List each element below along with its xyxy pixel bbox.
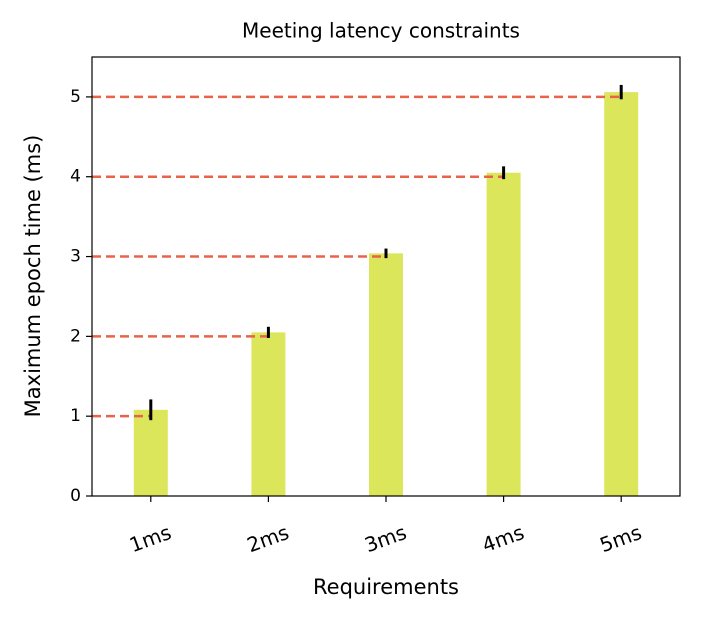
y-tick-label: 3 bbox=[70, 247, 81, 267]
plot-frame bbox=[91, 56, 681, 497]
x-tick-label: 5ms bbox=[597, 520, 645, 557]
y-tick-label: 2 bbox=[70, 326, 81, 346]
bar bbox=[486, 172, 521, 496]
x-tick-label: 1ms bbox=[126, 520, 174, 557]
x-tick-label: 2ms bbox=[244, 520, 292, 557]
bar bbox=[604, 92, 639, 497]
bar bbox=[369, 253, 403, 496]
chart-title: Meeting latency constraints bbox=[242, 19, 520, 43]
bar bbox=[133, 409, 168, 496]
x-axis-label: Requirements bbox=[313, 575, 459, 599]
y-tick-label: 5 bbox=[70, 87, 81, 107]
y-tick-label: 4 bbox=[70, 167, 81, 187]
y-axis-label: Maximum epoch time (ms) bbox=[21, 135, 45, 418]
x-tick-label: 3ms bbox=[361, 520, 409, 557]
x-tick-label: 4ms bbox=[479, 520, 527, 557]
y-tick-label: 1 bbox=[70, 406, 81, 426]
y-tick-label: 0 bbox=[70, 486, 81, 506]
bar bbox=[251, 332, 286, 496]
